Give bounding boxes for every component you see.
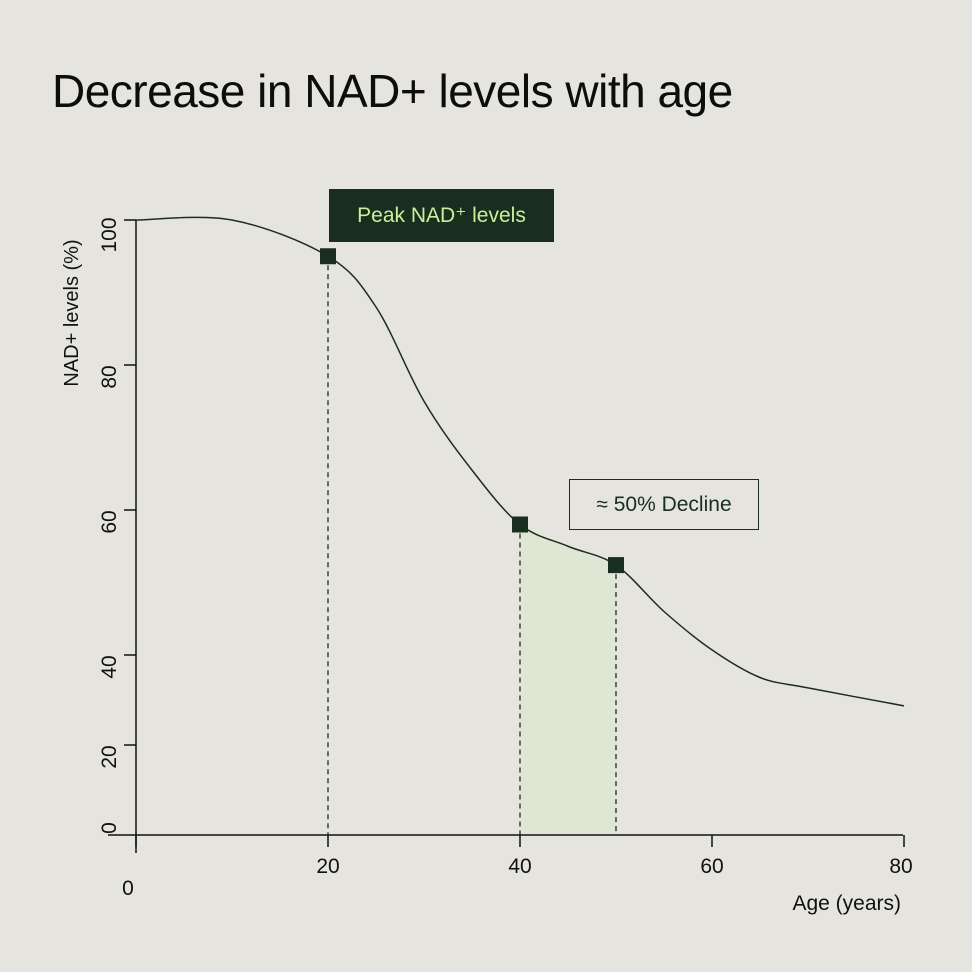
x-tick-label: 20: [316, 855, 339, 878]
x-tick-label: 80: [889, 855, 912, 878]
y-tick-label: 100: [98, 217, 121, 252]
x-axis-label: Age (years): [792, 892, 901, 915]
data-point-marker: [512, 516, 528, 533]
peak-annotation: Peak NAD⁺ levels: [329, 189, 554, 242]
data-point-marker: [608, 557, 624, 574]
shaded-decline-area: [520, 524, 616, 835]
y-tick-label: 20: [98, 745, 121, 768]
y-tick-label: 60: [98, 510, 121, 533]
data-point-marker: [320, 248, 336, 265]
y-tick-label: 80: [98, 365, 121, 388]
y-tick-label: 0: [98, 822, 121, 834]
y-axis-label: NAD+ levels (%): [61, 239, 83, 386]
x-tick-label: 40: [508, 855, 531, 878]
decline-annotation: ≈ 50% Decline: [569, 479, 759, 530]
x-tick-label: 60: [700, 855, 723, 878]
x-tick-label: 0: [122, 877, 134, 900]
chart-title: Decrease in NAD+ levels with age: [52, 65, 733, 117]
y-tick-label: 40: [98, 655, 121, 678]
